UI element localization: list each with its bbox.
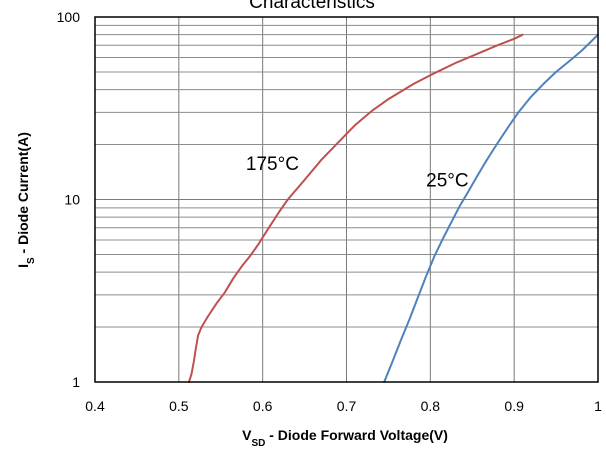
chart-title: Characteristics (249, 0, 375, 13)
x-axis-title-rest: - Diode Forward Voltage(V) (265, 427, 448, 443)
x-tick-label: 0.6 (253, 398, 273, 414)
x-tick-labels: 0.4 0.5 0.6 0.7 0.8 0.9 1 (85, 398, 602, 414)
x-tick-label: 0.9 (504, 398, 524, 414)
x-axis-title: VSD - Diode Forward Voltage(V) (242, 427, 448, 449)
x-tick-label: 1 (594, 398, 602, 414)
series-line-25c (383, 33, 599, 383)
y-tick-label: 100 (57, 9, 81, 25)
y-axis-title: IS - Diode Current(A) (15, 132, 37, 268)
series-annotation: 175°C (246, 154, 299, 175)
series-layer (187, 33, 599, 383)
y-axis-title-main: I (15, 264, 31, 268)
y-axis-title-rest: - Diode Current(A) (15, 132, 31, 257)
y-axis-title-sub: S (26, 257, 37, 264)
x-tick-label: 0.8 (421, 398, 441, 414)
x-tick-label: 0.5 (169, 398, 189, 414)
y-tick-labels: 1 10 100 (57, 9, 81, 390)
annotations: 175°C 25°C (246, 154, 469, 191)
series-line-175c (187, 33, 524, 383)
x-axis-title-main: V (242, 427, 252, 443)
y-tick-label: 10 (64, 192, 80, 208)
x-tick-label: 0.4 (85, 398, 105, 414)
grid (95, 17, 598, 382)
plot-frame (94, 16, 599, 383)
y-tick-label: 1 (72, 374, 80, 390)
x-tick-label: 0.7 (337, 398, 357, 414)
x-axis-title-sub: SD (251, 438, 265, 449)
series-annotation: 25°C (426, 170, 468, 191)
